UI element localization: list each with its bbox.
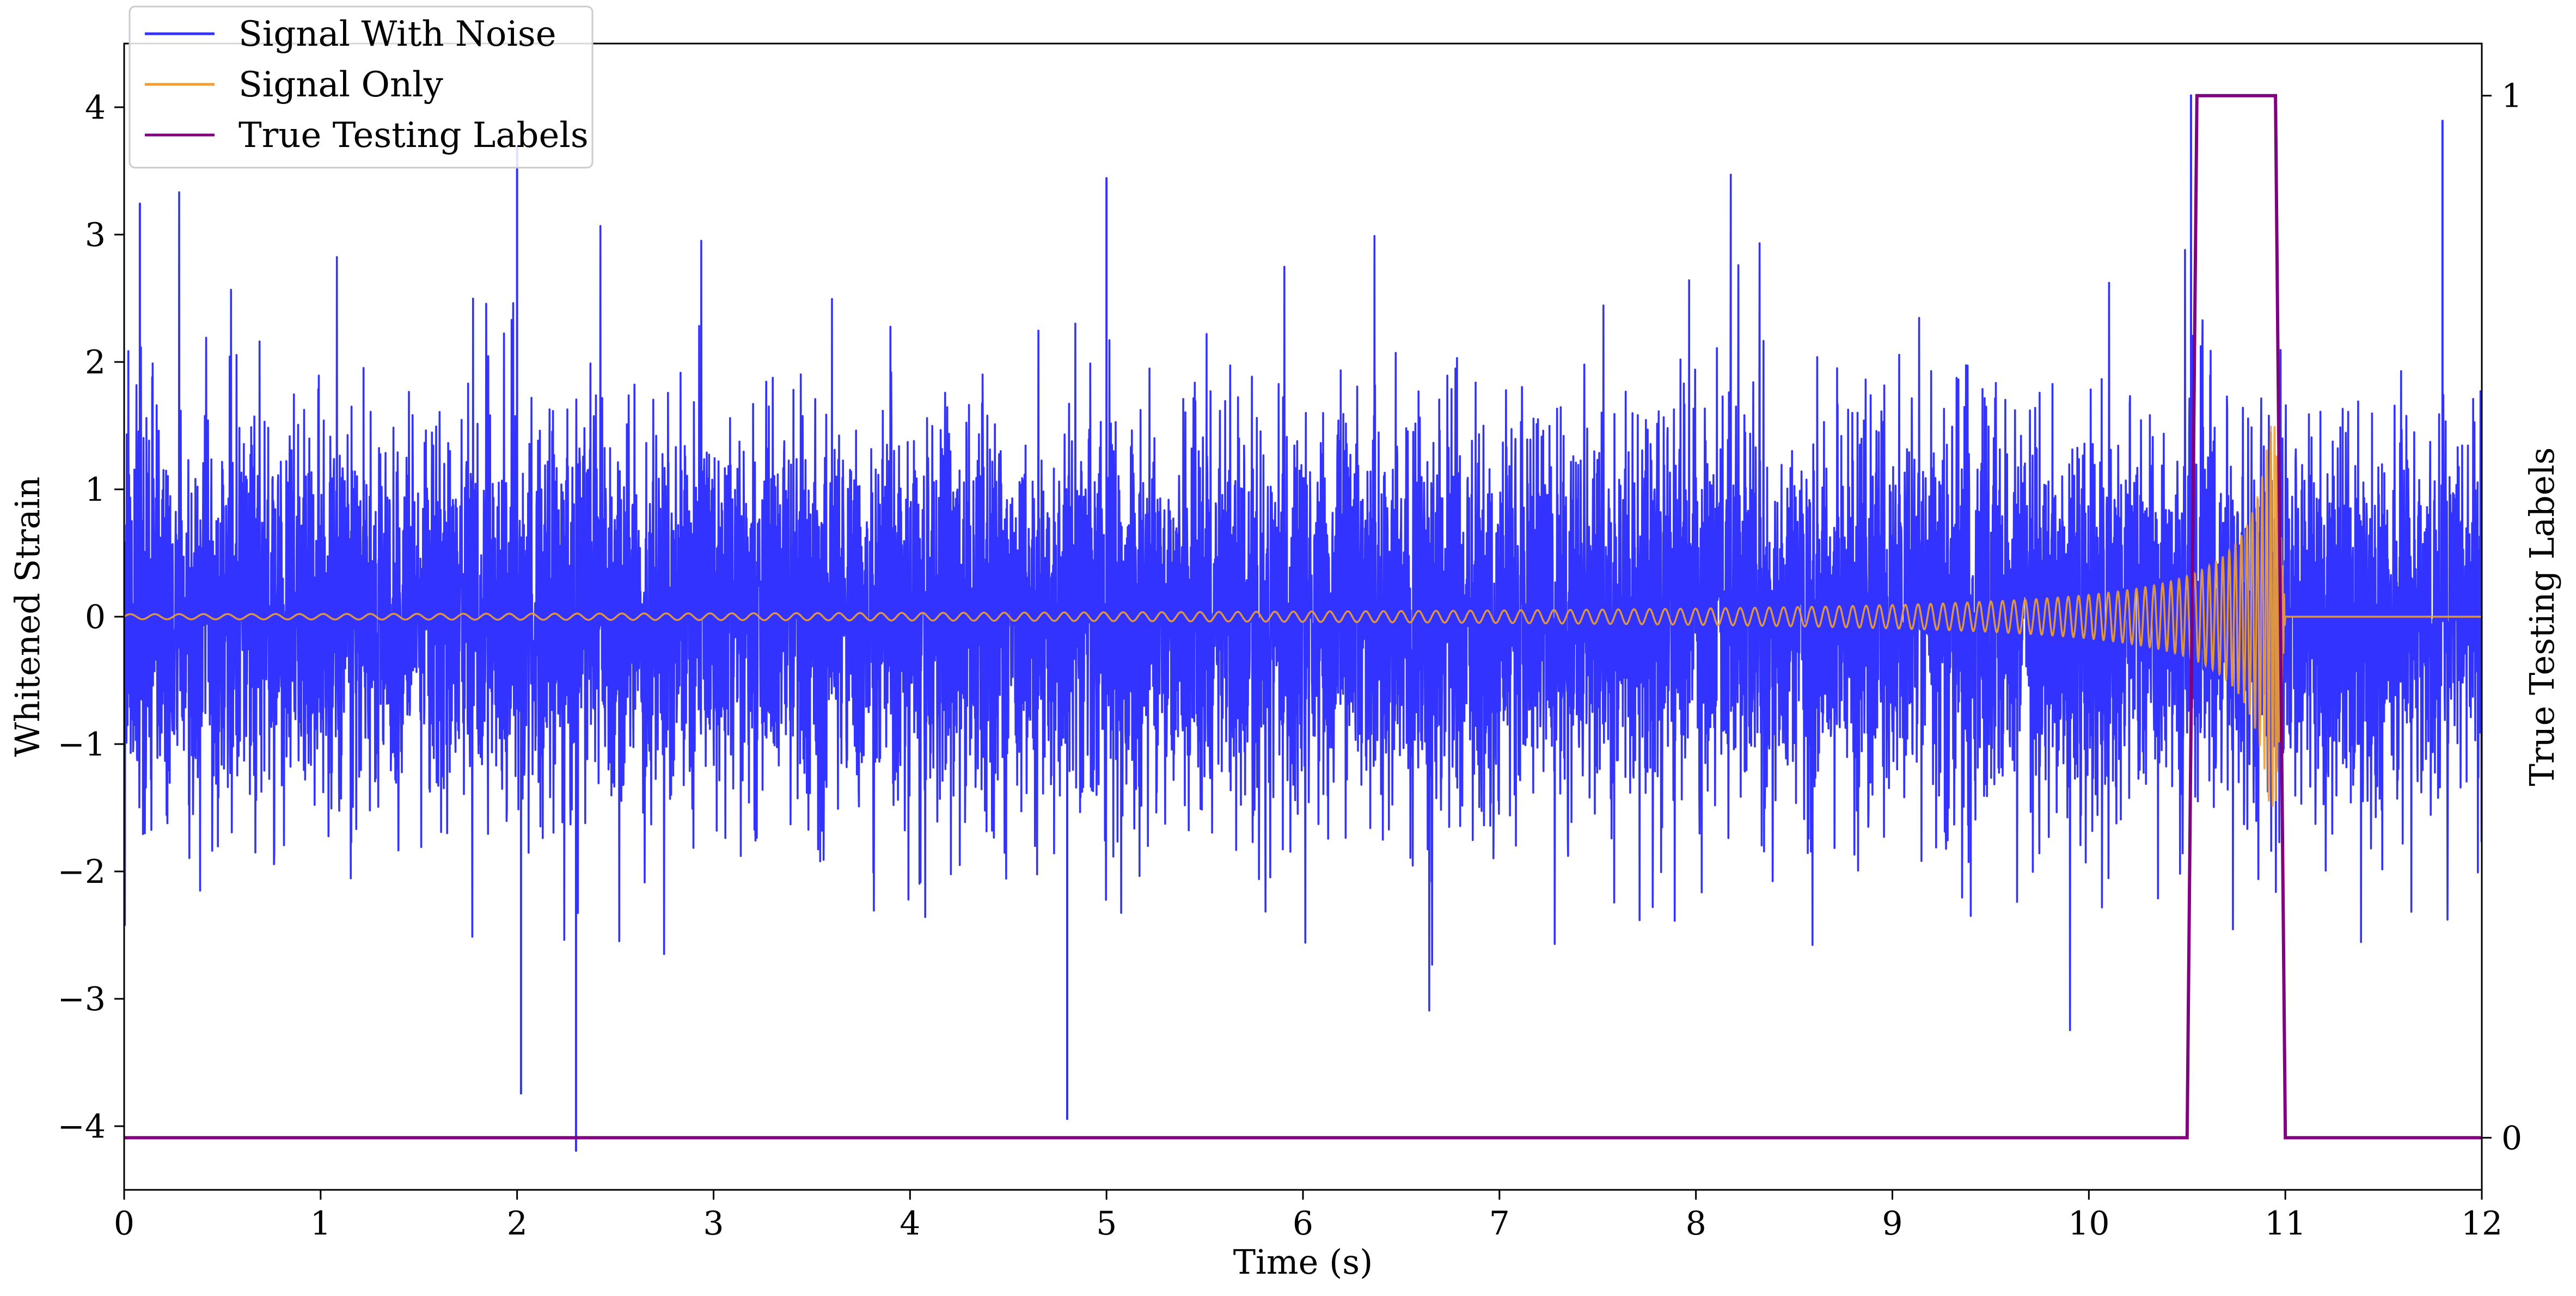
y-tick-label: −4 <box>58 1108 106 1146</box>
x-tick-label: 3 <box>703 1205 724 1243</box>
y2-axis-title: True Testing Labels <box>2522 447 2562 787</box>
x-tick-label: 11 <box>2265 1205 2306 1243</box>
y-tick-label: 4 <box>85 89 106 127</box>
series-signal-with-noise <box>124 94 2482 1152</box>
x-tick-label: 5 <box>1096 1205 1117 1243</box>
legend-box <box>129 5 593 169</box>
legend: Signal With Noise Signal Only True Testing… <box>129 5 593 169</box>
legend-label: Signal Only <box>238 65 443 105</box>
y-tick-label: −1 <box>58 726 106 764</box>
x-tick-label: 7 <box>1489 1205 1510 1243</box>
y-tick-label: −2 <box>58 853 106 891</box>
y2-tick-label: 0 <box>2501 1119 2522 1157</box>
y-tick-label: −3 <box>58 980 106 1018</box>
y-axis-title: Whitened Strain <box>8 477 47 757</box>
legend-label: Signal With Noise <box>238 14 556 54</box>
y-tick-label: 0 <box>85 598 106 636</box>
legend-label: True Testing Labels <box>238 115 589 156</box>
x-axis-title: Time (s) <box>1233 1242 1373 1282</box>
series-line-true-testing-labels <box>124 94 2482 1140</box>
x-tick-label: 8 <box>1686 1205 1706 1243</box>
x-tick-label: 10 <box>2068 1205 2109 1243</box>
y-tick-label: 3 <box>85 216 106 254</box>
y-tick-label: 1 <box>85 471 106 509</box>
x-tick-label: 6 <box>1293 1205 1313 1243</box>
series-line-signal-only <box>124 426 2482 807</box>
x-tick-label: 12 <box>2461 1205 2502 1243</box>
series-signal-only <box>124 426 2482 807</box>
y2-tick-label: 1 <box>2501 77 2522 115</box>
x-tick-label: 2 <box>507 1205 528 1243</box>
y-tick-label: 2 <box>85 343 106 382</box>
x-tick-label: 1 <box>310 1205 331 1243</box>
x-tick-label: 4 <box>900 1205 920 1243</box>
x-tick-label: 0 <box>114 1205 134 1243</box>
x-tick-label: 9 <box>1882 1205 1902 1243</box>
